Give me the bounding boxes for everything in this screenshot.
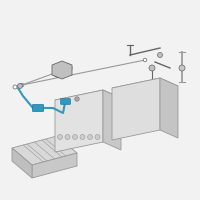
- FancyBboxPatch shape: [32, 104, 44, 112]
- Circle shape: [88, 134, 92, 140]
- Circle shape: [18, 84, 22, 88]
- Polygon shape: [160, 78, 178, 138]
- Circle shape: [95, 134, 100, 140]
- Polygon shape: [103, 90, 121, 150]
- Circle shape: [58, 134, 62, 140]
- Polygon shape: [55, 90, 121, 108]
- Polygon shape: [52, 61, 72, 79]
- Circle shape: [55, 69, 61, 75]
- Circle shape: [65, 134, 70, 140]
- Circle shape: [143, 58, 147, 62]
- Circle shape: [64, 64, 72, 72]
- Polygon shape: [112, 78, 178, 96]
- Circle shape: [72, 134, 78, 140]
- Circle shape: [149, 65, 155, 71]
- Circle shape: [80, 134, 85, 140]
- Circle shape: [158, 52, 162, 58]
- Circle shape: [63, 100, 67, 104]
- Polygon shape: [112, 78, 160, 140]
- Circle shape: [13, 85, 17, 89]
- Circle shape: [75, 97, 79, 101]
- Circle shape: [179, 65, 185, 71]
- Polygon shape: [12, 136, 77, 165]
- Polygon shape: [32, 153, 77, 178]
- Polygon shape: [12, 148, 32, 178]
- Polygon shape: [55, 90, 103, 152]
- FancyBboxPatch shape: [61, 99, 70, 104]
- Circle shape: [20, 83, 24, 87]
